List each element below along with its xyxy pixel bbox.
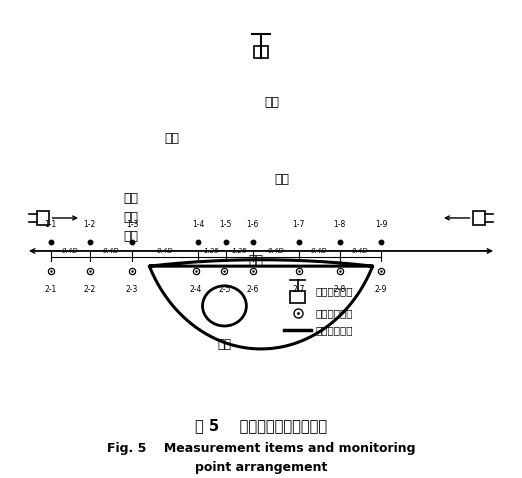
Text: 仰拱: 仰拱	[248, 254, 263, 267]
Text: 0.4D: 0.4D	[103, 248, 119, 254]
Bar	[290, 291, 305, 303]
Text: 隧道: 隧道	[275, 173, 289, 186]
Text: 1-1: 1-1	[44, 220, 57, 229]
Text: 0.4D: 0.4D	[311, 248, 327, 254]
Text: 地中位移测点: 地中位移测点	[316, 308, 353, 318]
Text: 1-2: 1-2	[84, 220, 96, 229]
Text: 1.25: 1.25	[231, 248, 247, 254]
Text: 1-7: 1-7	[292, 220, 305, 229]
Text: 2-8: 2-8	[334, 285, 346, 294]
Bar	[255, 46, 267, 58]
Text: 边墙: 边墙	[123, 211, 138, 224]
Text: 拱肩: 拱肩	[165, 132, 180, 145]
Text: 拱脚: 拱脚	[123, 192, 138, 205]
Text: 初支内力监测: 初支内力监测	[316, 325, 353, 335]
Text: point arrangement: point arrangement	[195, 461, 327, 474]
Text: 2-6: 2-6	[246, 285, 259, 294]
Text: 图 5    量测项目及监测点布置: 图 5 量测项目及监测点布置	[195, 418, 327, 433]
Text: 0.4D: 0.4D	[157, 248, 173, 254]
Text: 2-2: 2-2	[84, 285, 96, 294]
Text: 1-4: 1-4	[192, 220, 205, 229]
Text: 0.4D: 0.4D	[267, 248, 284, 254]
Text: 2-1: 2-1	[44, 285, 57, 294]
Text: 0.4D: 0.4D	[62, 248, 78, 254]
Bar	[37, 211, 49, 225]
Text: 0.4D: 0.4D	[352, 248, 369, 254]
Text: 1-3: 1-3	[126, 220, 138, 229]
Text: 2-7: 2-7	[292, 285, 305, 294]
Text: 拱顶: 拱顶	[264, 96, 279, 109]
Text: 墙脚: 墙脚	[123, 230, 138, 243]
Text: 1-6: 1-6	[246, 220, 259, 229]
Text: 2-5: 2-5	[218, 285, 231, 294]
Text: 拱顶下沉监测: 拱顶下沉监测	[316, 286, 353, 296]
Text: 1.25: 1.25	[204, 248, 220, 254]
Text: 2-4: 2-4	[189, 285, 202, 294]
Text: 2-3: 2-3	[126, 285, 138, 294]
Text: 1-5: 1-5	[219, 220, 232, 229]
Text: Fig. 5    Measurement items and monitoring: Fig. 5 Measurement items and monitoring	[107, 442, 415, 455]
Text: 溶腔: 溶腔	[218, 338, 231, 351]
Text: 2-9: 2-9	[375, 285, 387, 294]
Bar	[473, 211, 485, 225]
Text: 1-8: 1-8	[334, 220, 346, 229]
Text: 1-9: 1-9	[375, 220, 387, 229]
